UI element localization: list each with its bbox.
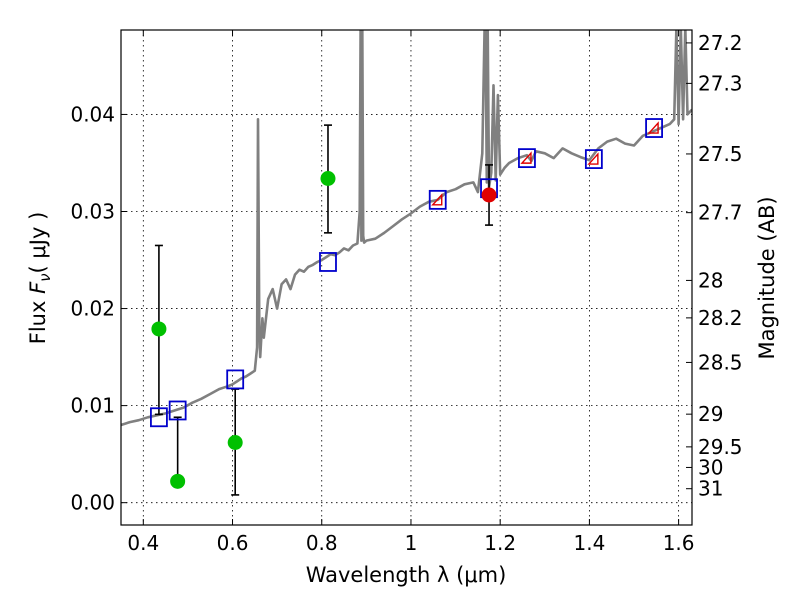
- x-tick-label: 1.2: [484, 531, 516, 555]
- model-photometry-square: [518, 148, 536, 169]
- grid-lines: [121, 30, 692, 525]
- model-photometry-square: [226, 369, 245, 390]
- observed-flux-point: [170, 473, 186, 489]
- axis-ticks: [121, 30, 692, 525]
- mag-tick-label: 28: [698, 268, 723, 292]
- observed-flux-point: [320, 171, 336, 186]
- y2-axis-label: Magnitude (AB): [755, 196, 779, 359]
- y-tick-label: 0.02: [70, 297, 115, 321]
- upper-limit-marker: [647, 121, 659, 134]
- upper-limit-marker: [520, 151, 532, 164]
- plot-area: [121, 30, 692, 496]
- y-axis-label-symbol: F: [26, 281, 50, 294]
- model-photometry-square: [168, 400, 187, 421]
- x-axis-label: Wavelength λ (μm): [306, 563, 507, 587]
- mag-tick-label: 27.2: [698, 31, 743, 55]
- mag-tick-label: 27.5: [698, 142, 743, 166]
- model-photometry-square: [150, 407, 168, 428]
- mag-tick-label: 29: [698, 402, 723, 426]
- mag-tick-label: 28.5: [698, 350, 743, 374]
- x-tick-label: 1.6: [663, 531, 695, 555]
- mag-tick-label: 30: [698, 455, 723, 479]
- y-tick-label: 0.04: [70, 102, 115, 126]
- y-axis-label-unit: ( μJy ): [26, 212, 50, 274]
- observed-flux-point: [151, 321, 167, 337]
- mag-tick-label: 27.7: [698, 201, 743, 225]
- mag-tick-label: 29.5: [698, 435, 743, 459]
- mag-tick-label: 28.2: [698, 306, 743, 330]
- model-photometry-square: [584, 149, 603, 169]
- y-axis-label: Flux Fν( μJy ): [26, 212, 54, 345]
- plot-frame: [120, 29, 693, 526]
- x-tick-label: 1: [405, 531, 418, 555]
- x-axis-label-text: Wavelength λ: [306, 563, 450, 587]
- x-tick-label: 0.6: [217, 531, 249, 555]
- upper-limit-marker: [431, 193, 443, 206]
- mag-tick-label: 31: [698, 477, 723, 501]
- observed-flux-point: [227, 435, 243, 450]
- y-tick-label: 0.00: [70, 491, 115, 515]
- y-axis-label-text: Flux: [26, 301, 50, 345]
- x-tick-label: 0.4: [127, 531, 159, 555]
- y-tick-label: 0.01: [70, 394, 115, 418]
- upper-limit-marker: [587, 152, 599, 165]
- x-axis-label-unit: (μm): [456, 563, 506, 587]
- x-tick-label: 0.8: [306, 531, 338, 555]
- mag-tick-label: 27.3: [698, 71, 743, 95]
- x-tick-label: 1.4: [573, 531, 605, 555]
- spectrum-line: [121, 30, 692, 427]
- model-photometry-square: [645, 118, 663, 138]
- model-photometry-square: [319, 252, 337, 272]
- y-tick-label: 0.03: [70, 200, 115, 224]
- y-axis-label-subscript: ν: [36, 273, 54, 281]
- observed-flux-point: [481, 187, 497, 203]
- model-photometry-square: [428, 189, 447, 210]
